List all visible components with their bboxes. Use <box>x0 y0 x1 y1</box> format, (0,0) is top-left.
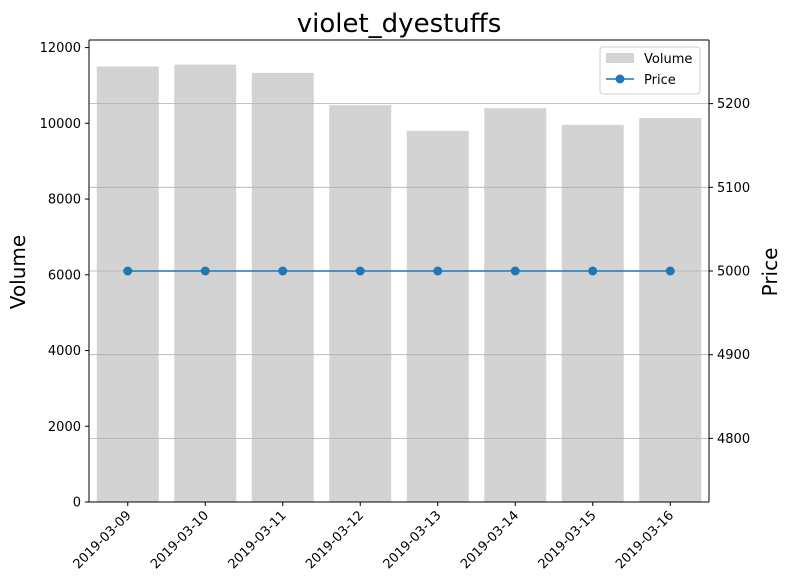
bar-volume-2019-03-14 <box>484 108 547 502</box>
bar-volume-2019-03-10 <box>174 64 237 503</box>
point-price-2019-03-12 <box>355 266 365 276</box>
bar-volume-2019-03-13 <box>406 130 469 502</box>
chart-title: violet_dyestuffs <box>297 9 502 39</box>
y-tick-label: 4000 <box>48 344 81 359</box>
y2-tick-label: 4900 <box>717 348 750 363</box>
point-price-2019-03-13 <box>433 266 443 276</box>
legend-swatch-price-marker <box>615 74 625 84</box>
y-tick-label: 10000 <box>40 117 81 132</box>
bar-volume-2019-03-16 <box>639 118 702 503</box>
y2-axis-label: Price <box>758 248 782 297</box>
volume-bars <box>96 64 702 503</box>
y2-tick-label: 4800 <box>717 432 750 447</box>
point-price-2019-03-11 <box>278 266 288 276</box>
point-price-2019-03-16 <box>665 266 675 276</box>
legend-label-price: Price <box>644 73 676 88</box>
y-tick-label: 6000 <box>48 268 81 283</box>
y-tick-label: 12000 <box>40 41 81 56</box>
bar-volume-2019-03-15 <box>561 124 624 502</box>
y-tick-label: 0 <box>73 496 81 511</box>
legend-label-volume: Volume <box>644 52 692 67</box>
point-price-2019-03-15 <box>588 266 598 276</box>
legend: Volume Price <box>599 46 701 95</box>
axes <box>85 39 713 506</box>
price-line <box>123 266 675 276</box>
bar-volume-2019-03-11 <box>251 72 314 503</box>
y-tick-label: 8000 <box>48 193 81 208</box>
y-tick-label: 2000 <box>48 420 81 435</box>
point-price-2019-03-14 <box>510 266 520 276</box>
y2-tick-label: 5000 <box>717 265 750 280</box>
bar-volume-2019-03-09 <box>96 66 159 503</box>
point-price-2019-03-09 <box>123 266 133 276</box>
bar-volume-2019-03-12 <box>329 105 392 502</box>
y-axis-label: Volume <box>6 235 30 309</box>
y2-tick-label: 5200 <box>717 97 750 112</box>
legend-swatch-volume <box>606 53 634 63</box>
y2-tick-label: 5100 <box>717 181 750 196</box>
point-price-2019-03-10 <box>200 266 210 276</box>
